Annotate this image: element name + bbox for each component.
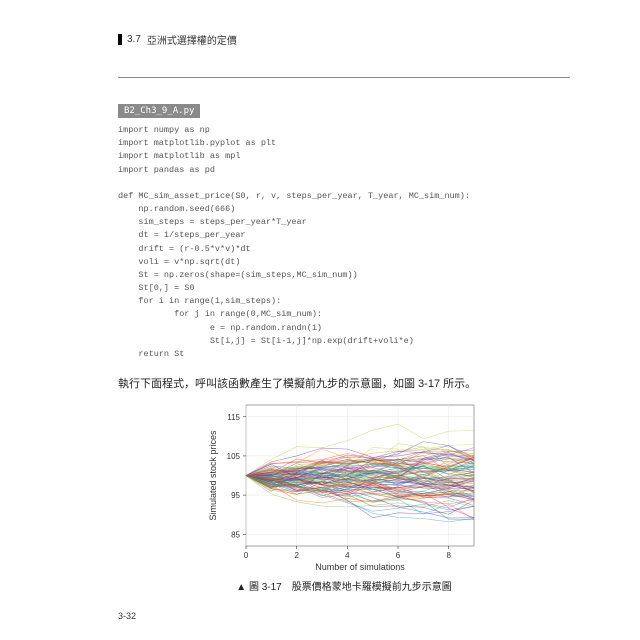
figure-caption: ▲ 圖 3-17 股票價格蒙地卡羅模擬前九步示意圖 [118,578,570,593]
code-listing: import numpy as np import matplotlib.pyp… [118,124,570,361]
svg-text:8: 8 [446,551,451,560]
svg-text:Number of simulations: Number of simulations [315,562,405,572]
svg-text:85: 85 [231,530,240,539]
monte-carlo-chart: 0 2 4 6 8 85 95 105 115 Number of simulations Simu… [204,399,484,574]
svg-text:4: 4 [345,551,350,560]
svg-text:2: 2 [294,551,299,560]
svg-text:0: 0 [244,551,249,560]
chart-container: 0 2 4 6 8 85 95 105 115 Number of simulations Simu… [204,399,484,574]
section-number: 3.7 [127,34,141,45]
body-paragraph: 執行下面程式，呼叫該函數產生了模擬前九步的示意圖，如圖 3-17 所示。 [118,375,570,391]
section-title: 亞洲式選擇權的定價 [147,32,237,47]
page-number: 3-32 [118,611,570,621]
code-filename-tag: B2_Ch3_9_A.py [118,104,200,118]
svg-text:95: 95 [231,491,240,500]
svg-text:Simulated stock prices: Simulated stock prices [208,430,218,521]
section-header: 3.7 亞洲式選擇權的定價 [118,32,570,47]
svg-text:115: 115 [227,413,240,422]
header-accent-bar [118,34,122,45]
header-divider [118,77,570,78]
svg-text:105: 105 [227,452,241,461]
svg-text:6: 6 [396,551,401,560]
